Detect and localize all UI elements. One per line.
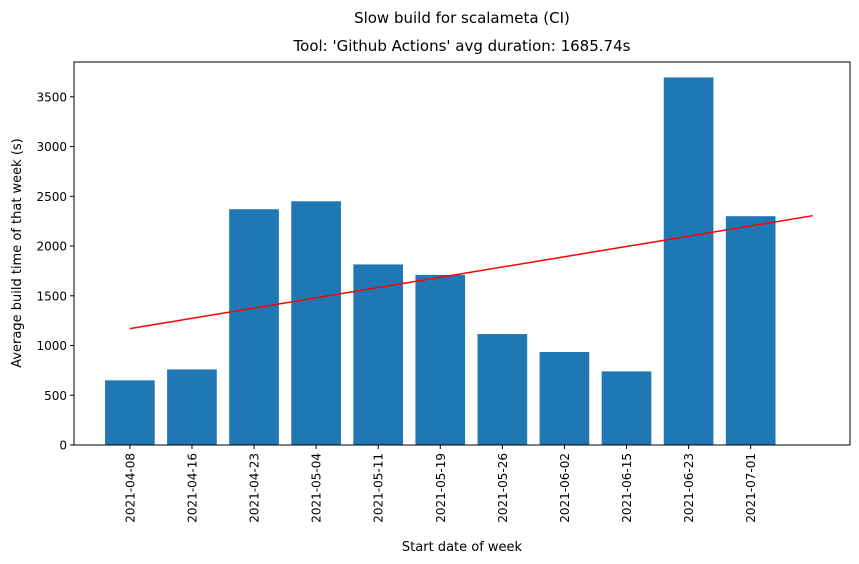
x-tick-label: 2021-06-23 [682, 453, 696, 523]
bar [539, 351, 590, 445]
bar [353, 264, 404, 445]
plot-area: 0 500 1000 1500 2000 2500 3000 3500 2021-04-08 20… [36, 61, 851, 523]
chart-title: Slow build for scalameta (CI) [354, 9, 570, 27]
bar [415, 274, 466, 445]
y-tick-label: 3000 [36, 140, 67, 154]
y-tick-label: 3500 [36, 90, 67, 104]
y-tick-label: 0 [59, 439, 67, 453]
bar [477, 334, 528, 445]
plot-frame [73, 61, 851, 446]
bar [601, 371, 652, 445]
x-axis-label: Start date of week [402, 540, 523, 555]
y-tick-label: 1500 [36, 289, 67, 303]
bar [291, 201, 341, 445]
x-tick-label: 2021-06-15 [620, 453, 634, 523]
y-tick-label: 2000 [36, 240, 67, 254]
x-tick-label: 2021-04-23 [248, 453, 262, 523]
x-tick-label: 2021-05-11 [372, 453, 386, 523]
y-tick-label: 2500 [36, 190, 67, 204]
x-tick-label: 2021-05-19 [434, 453, 448, 523]
y-axis-label: Average build time of that week (s) [10, 138, 25, 368]
x-tick-label: 2021-04-16 [185, 453, 199, 523]
trend-line [129, 214, 813, 330]
bar [663, 77, 714, 445]
x-tick-label: 2021-06-02 [558, 453, 572, 523]
bar [167, 369, 217, 445]
bar [105, 380, 155, 445]
y-tick-label: 500 [44, 389, 67, 403]
bar [725, 216, 776, 445]
x-tick-label: 2021-07-01 [744, 453, 758, 523]
bar [229, 209, 279, 445]
y-tick-label: 1000 [36, 339, 67, 353]
x-tick-label: 2021-05-04 [310, 453, 324, 523]
x-tick-label: 2021-05-26 [496, 453, 510, 523]
chart-subtitle: Tool: 'Github Actions' avg duration: 168… [293, 37, 631, 55]
x-tick-label: 2021-04-08 [123, 453, 137, 523]
